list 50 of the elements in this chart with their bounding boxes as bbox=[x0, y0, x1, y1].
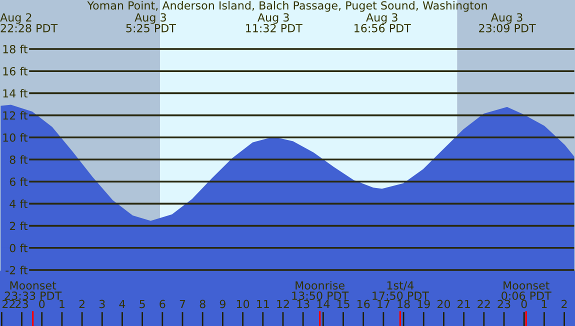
x-tick-label: 0 bbox=[39, 300, 45, 308]
x-tick-label: 2 bbox=[562, 300, 567, 308]
x-tick-label: 7 bbox=[180, 300, 186, 308]
x-tick-label: 21 bbox=[458, 300, 470, 308]
x-tick-label: 11 bbox=[257, 300, 269, 308]
chart-title: Yoman Point, Anderson Island, Balch Passage, Puget Sound, Washington bbox=[87, 1, 487, 12]
x-tick-label: 22 bbox=[2, 300, 15, 308]
x-tick-label: 17 bbox=[378, 300, 390, 308]
text: Aug 2 22:28 PDT bbox=[0, 13, 58, 32]
ref-line-label: Moonset 0:06 PDT bbox=[502, 281, 552, 300]
y-tick-label: 12 ft bbox=[3, 111, 28, 120]
y-tick-label: 10 ft bbox=[3, 133, 28, 142]
x-tick-label: 20 bbox=[437, 300, 450, 308]
x-tick-label: 3 bbox=[99, 300, 105, 308]
x-tick-label: 12 bbox=[277, 300, 289, 308]
x-tick-label: 14 bbox=[317, 300, 330, 308]
x-tick-label: 13 bbox=[297, 300, 310, 308]
y-tick-label: 4 ft bbox=[10, 199, 28, 208]
x-tick-label: 19 bbox=[418, 300, 430, 308]
x-tick-label: 10 bbox=[236, 300, 250, 308]
ref-line-label: Moonrise 13:50 PDT bbox=[292, 281, 349, 300]
y-tick-label: 16 ft bbox=[3, 66, 28, 76]
x-tick-label: 9 bbox=[220, 300, 226, 308]
x-tick-label: 22 bbox=[478, 300, 490, 308]
y-tick-label: 0 ft bbox=[10, 244, 28, 252]
y-tick-label: 14 ft bbox=[3, 88, 28, 98]
x-tick-label: 6 bbox=[160, 300, 166, 308]
x-tick-label: 1 bbox=[60, 300, 64, 308]
ref-line-label: Moonset 23:33 PDT bbox=[4, 281, 62, 300]
text: Aug 3 5:25 PDT bbox=[126, 13, 176, 32]
text: Aug 3 11:32 PDT bbox=[246, 13, 302, 32]
x-tick-label: 23 bbox=[16, 300, 28, 308]
y-tick-label: 18 ft bbox=[3, 44, 28, 54]
x-tick-label: 8 bbox=[200, 300, 206, 308]
x-tick-label: 1 bbox=[542, 300, 547, 308]
x-tick-label: 23 bbox=[498, 300, 510, 308]
x-tick-label: 15 bbox=[337, 300, 350, 308]
x-tick-label: 18 bbox=[398, 300, 410, 308]
x-tick-label: 5 bbox=[140, 300, 145, 308]
x-tick-label: 16 bbox=[358, 300, 370, 308]
y-tick-label: 6 ft bbox=[10, 177, 28, 186]
text: Aug 3 16:56 PDT bbox=[354, 13, 411, 32]
y-tick-label: 8 ft bbox=[10, 155, 28, 164]
x-tick-label: 4 bbox=[119, 300, 126, 308]
x-tick-label: 0 bbox=[521, 300, 527, 308]
text: Aug 3 23:09 PDT bbox=[479, 13, 536, 32]
y-tick-label: 2 ft bbox=[10, 222, 28, 230]
x-tick-label: 2 bbox=[79, 300, 84, 308]
ref-line-label: 1st/4 17:50 PDT bbox=[372, 281, 430, 300]
y-tick-label: -2 ft bbox=[6, 266, 28, 274]
